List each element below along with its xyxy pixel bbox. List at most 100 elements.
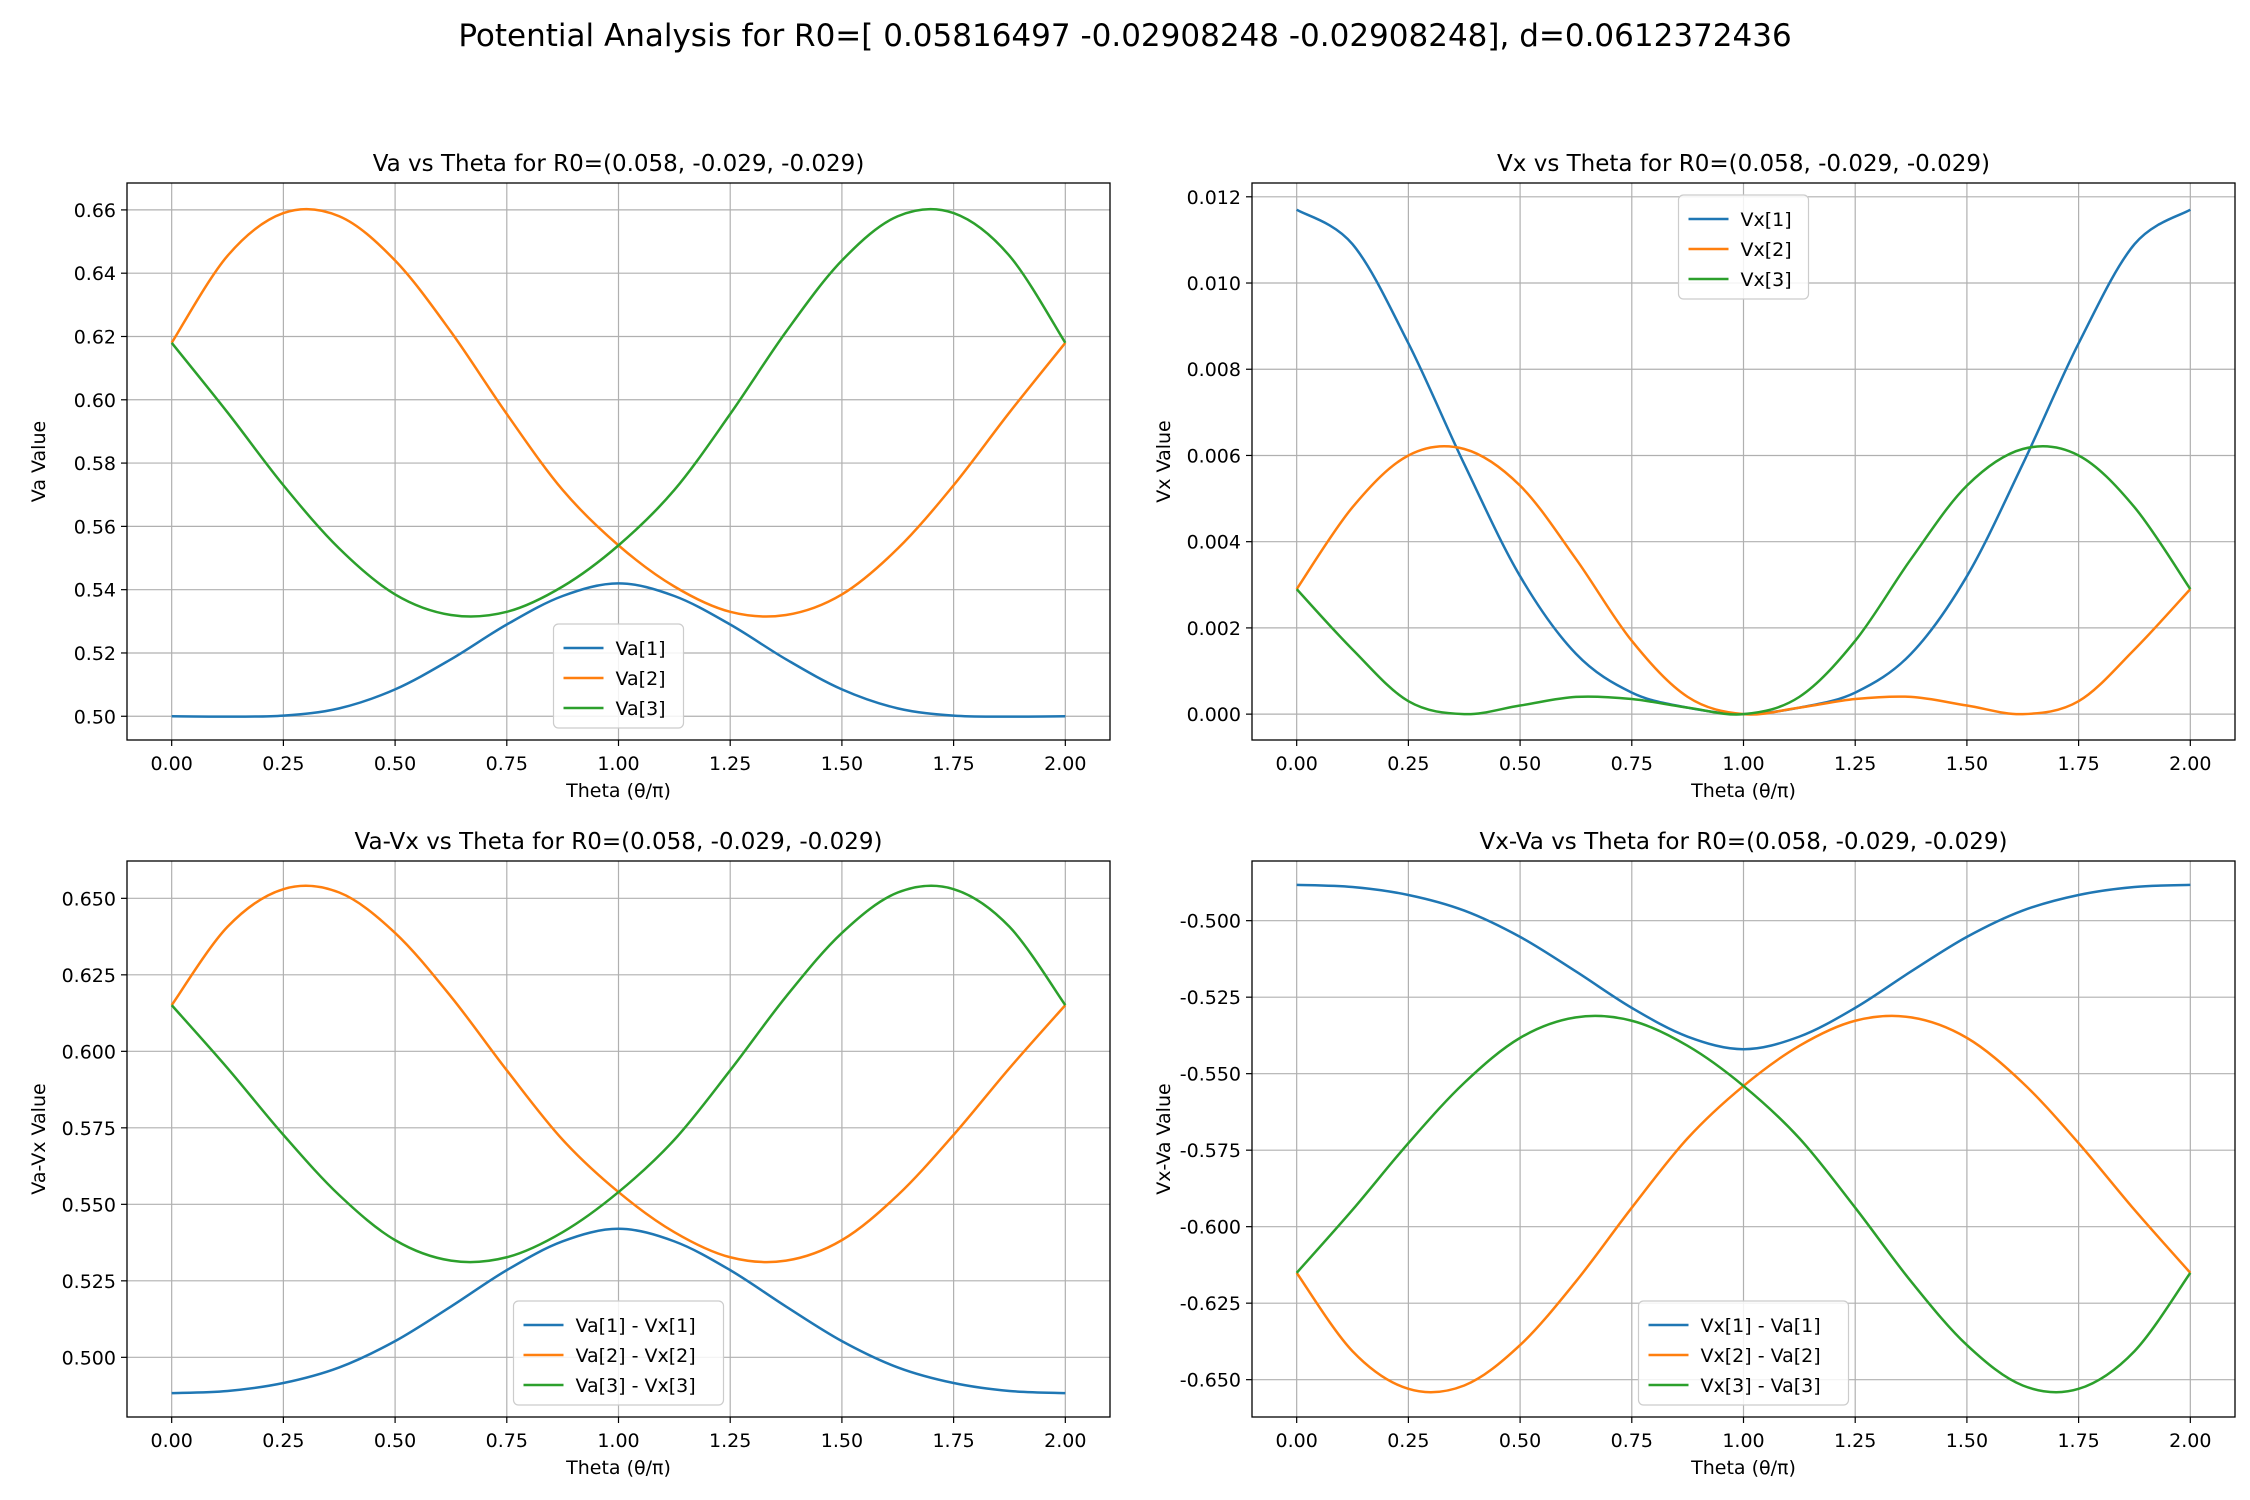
y-tick-label: 0.60 <box>74 390 116 412</box>
legend-label-2: Va[2] <box>616 668 666 690</box>
x-axis-label: Theta (θ/π) <box>1690 1457 1796 1479</box>
legend-box <box>512 1300 725 1406</box>
x-tick-label: 0.75 <box>1611 753 1653 775</box>
y-tick-label: 0.008 <box>1187 359 1241 381</box>
legend-label-3: Va[3] - Vx[3] <box>576 1375 696 1397</box>
y-axis-label: Va Value <box>28 421 50 502</box>
x-tick-label: 1.00 <box>597 753 639 775</box>
y-tick-label: 0.62 <box>74 326 116 348</box>
y-tick-label: 0.004 <box>1187 532 1241 554</box>
y-tick-label: 0.550 <box>62 1194 116 1216</box>
x-tick-label: 1.25 <box>709 753 751 775</box>
y-axis-label: Va-Vx Value <box>28 1083 50 1194</box>
y-axis-label: Vx Value <box>1153 420 1175 502</box>
x-tick-label: 1.00 <box>1722 753 1764 775</box>
legend-label-3: Vx[3] <box>1741 269 1792 291</box>
figure-title: Potential Analysis for R0=[ 0.05816497 -… <box>458 18 1792 54</box>
x-tick-label: 1.25 <box>1834 753 1876 775</box>
series-line-2 <box>1295 445 2192 716</box>
plot-frame <box>1251 860 2236 1418</box>
x-tick-label: 0.00 <box>151 753 193 775</box>
legend: Vx[1] Vx[2] Vx[3] <box>1677 194 1810 300</box>
y-tick-label: 0.56 <box>74 516 116 538</box>
grid <box>1252 861 2235 1417</box>
x-tick-label: 0.50 <box>374 753 416 775</box>
x-axis-label: Theta (θ/π) <box>1690 780 1796 802</box>
y-tick-label: 0.64 <box>74 263 116 285</box>
x-tick-label: 1.25 <box>709 1430 751 1452</box>
legend: Va[1] - Vx[1] Va[2] - Vx[2] Va[3] - Vx[3] <box>512 1300 725 1406</box>
legend-label-1: Vx[1] - Va[1] <box>1701 1315 1821 1337</box>
y-tick-label: -0.600 <box>1180 1217 1241 1239</box>
series-line-2 <box>1295 1014 2192 1394</box>
x-tick-label: 1.00 <box>1722 1430 1764 1452</box>
chart-title: Va vs Theta for R0=(0.058, -0.029, -0.02… <box>373 151 865 177</box>
x-tick-label: 2.00 <box>1044 1430 1086 1452</box>
legend-label-3: Va[3] <box>616 698 666 720</box>
y-axis-label: Vx-Va Value <box>1153 1083 1175 1194</box>
y-tick-label: 0.010 <box>1187 273 1241 295</box>
x-tick-label: 1.50 <box>1946 753 1988 775</box>
chart-va-minus-vx: Va-Vx vs Theta for R0=(0.058, -0.029, -0… <box>28 829 1111 1479</box>
y-tick-label: 0.58 <box>74 453 116 475</box>
x-tick-label: 2.00 <box>2169 1430 2211 1452</box>
chart-title: Va-Vx vs Theta for R0=(0.058, -0.029, -0… <box>355 829 883 855</box>
y-tick-label: 0.000 <box>1187 704 1241 726</box>
y-tick-label: 0.012 <box>1187 187 1241 209</box>
legend: Va[1] Va[2] Va[3] <box>552 623 685 729</box>
series-line-2 <box>170 884 1067 1264</box>
y-tick-label: 0.525 <box>62 1271 116 1293</box>
x-tick-label: 1.00 <box>597 1430 639 1452</box>
x-tick-label: 1.75 <box>932 1430 974 1452</box>
plot-frame <box>126 860 1111 1418</box>
x-tick-label: 0.00 <box>1276 753 1318 775</box>
legend-label-2: Vx[2] <box>1741 239 1792 261</box>
y-tick-label: -0.650 <box>1180 1370 1241 1392</box>
x-tick-label: 1.50 <box>821 753 863 775</box>
series-line-1 <box>1296 883 2191 1051</box>
legend-box <box>1677 194 1810 300</box>
chart-title: Vx vs Theta for R0=(0.058, -0.029, -0.02… <box>1497 151 1990 177</box>
y-tick-label: 0.66 <box>74 200 116 222</box>
x-axis-label: Theta (θ/π) <box>565 1457 671 1479</box>
x-tick-label: 0.25 <box>1387 1430 1429 1452</box>
x-tick-label: 0.75 <box>486 1430 528 1452</box>
y-tick-label: 0.650 <box>62 888 116 910</box>
series-line-3 <box>170 207 1067 618</box>
y-tick-label: 0.625 <box>62 965 116 987</box>
x-tick-label: 0.25 <box>262 753 304 775</box>
x-tick-label: 0.50 <box>1499 753 1541 775</box>
legend: Vx[1] - Va[1] Vx[2] - Va[2] Vx[3] - Va[3] <box>1637 1300 1850 1406</box>
x-tick-label: 1.75 <box>932 753 974 775</box>
y-tick-label: -0.575 <box>1180 1140 1241 1162</box>
series-line-3 <box>1295 445 2192 716</box>
y-tick-label: 0.50 <box>74 706 116 728</box>
chart-va: Va vs Theta for R0=(0.058, -0.029, -0.02… <box>28 151 1111 802</box>
series-line-2 <box>170 207 1067 618</box>
x-tick-label: 0.75 <box>486 753 528 775</box>
x-tick-label: 1.50 <box>1946 1430 1988 1452</box>
legend-label-2: Vx[2] - Va[2] <box>1701 1345 1821 1367</box>
x-tick-label: 0.00 <box>1276 1430 1318 1452</box>
y-tick-label: 0.52 <box>74 643 116 665</box>
x-tick-label: 1.50 <box>821 1430 863 1452</box>
legend-label-1: Va[1] <box>616 638 666 660</box>
chart-vx-minus-va: Vx-Va vs Theta for R0=(0.058, -0.029, -0… <box>1153 829 2236 1479</box>
y-tick-label: 0.002 <box>1187 618 1241 640</box>
y-tick-label: 0.575 <box>62 1118 116 1140</box>
y-tick-label: 0.600 <box>62 1041 116 1063</box>
series-line-1 <box>171 582 1066 718</box>
x-tick-label: 0.25 <box>262 1430 304 1452</box>
x-tick-label: 0.50 <box>374 1430 416 1452</box>
y-tick-label: 0.500 <box>62 1347 116 1369</box>
legend-label-3: Vx[3] - Va[3] <box>1701 1375 1821 1397</box>
series-line-1 <box>171 1227 1066 1395</box>
legend-label-1: Vx[1] <box>1741 209 1792 231</box>
legend-label-2: Va[2] - Vx[2] <box>576 1345 696 1367</box>
legend-box <box>552 623 685 729</box>
y-tick-label: 0.54 <box>74 580 116 602</box>
chart-vx: Vx vs Theta for R0=(0.058, -0.029, -0.02… <box>1153 151 2236 802</box>
x-tick-label: 0.25 <box>1387 753 1429 775</box>
legend-box <box>1637 1300 1850 1406</box>
